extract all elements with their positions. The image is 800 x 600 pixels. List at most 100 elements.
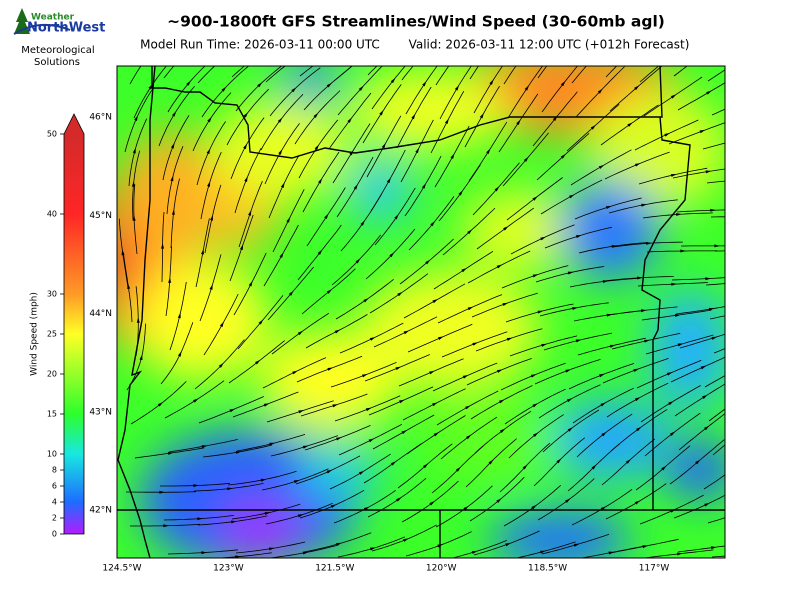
streamline-arrow <box>324 213 329 220</box>
colorbar-tick-label: 8 <box>52 466 57 475</box>
streamline-arrow <box>735 139 741 142</box>
streamline-arrow <box>541 343 548 347</box>
streamline-arrow <box>523 156 529 162</box>
streamline <box>703 474 725 490</box>
streamline-arrow <box>127 283 131 290</box>
streamline-arrow <box>567 427 574 432</box>
streamline-arrow <box>532 403 539 408</box>
streamline-arrow <box>744 338 750 342</box>
streamline-arrow <box>496 264 503 269</box>
streamline-arrow <box>327 367 334 371</box>
streamline-arrow <box>710 208 716 212</box>
streamline-arrow <box>422 80 427 87</box>
streamline <box>435 66 450 86</box>
streamline-arrow <box>633 368 640 372</box>
streamline-arrow <box>664 132 671 137</box>
streamline <box>605 66 618 78</box>
state-border <box>117 509 725 558</box>
streamline-arrow <box>637 276 643 280</box>
streamline-arrow <box>641 203 647 207</box>
streamline <box>231 66 246 78</box>
streamline-arrow <box>326 469 333 474</box>
streamline-arrow <box>704 502 710 507</box>
streamline-arrow <box>646 241 652 245</box>
streamline <box>702 142 725 150</box>
streamline-arrow <box>209 284 213 290</box>
streamline-arrow <box>326 289 333 294</box>
streamline-arrow <box>288 290 294 296</box>
streamline-arrow <box>248 209 252 216</box>
streamline <box>197 66 216 84</box>
streamline <box>571 66 587 84</box>
streamline-arrow <box>381 142 386 149</box>
streamline-arrow <box>421 183 427 189</box>
streamline-arrow <box>403 330 410 335</box>
streamline-arrow <box>132 215 136 221</box>
streamline-arrow <box>361 373 368 378</box>
colorbar-tick-label: 40 <box>47 210 57 219</box>
streamline-arrow <box>286 216 291 223</box>
streamline-arrow <box>317 249 323 255</box>
streamline-arrow <box>293 480 300 484</box>
streamline-arrow <box>634 397 641 402</box>
streamline-arrow <box>219 321 224 328</box>
streamline-arrow <box>710 546 717 550</box>
streamline-arrow <box>744 215 750 218</box>
streamline-arrow <box>292 370 298 375</box>
streamline-arrow <box>334 329 341 334</box>
streamline-arrow <box>258 319 264 325</box>
streamline-arrow <box>430 220 436 227</box>
streamline-arrow <box>291 58 296 62</box>
streamline-arrow <box>423 463 429 469</box>
streamline-arrow <box>640 309 647 313</box>
streamline-arrow <box>627 122 633 127</box>
streamline-arrow <box>676 552 683 556</box>
lat-label: 42°N <box>89 506 112 516</box>
streamline-arrow <box>390 77 396 84</box>
streamline-arrow <box>531 504 537 510</box>
streamline-arrow <box>644 339 650 343</box>
colorbar-tick-label: 0 <box>52 530 57 539</box>
streamline-arrow <box>567 271 574 275</box>
streamline-arrow <box>360 220 365 226</box>
streamline-arrow <box>235 555 241 558</box>
colorbar-extend <box>64 114 84 134</box>
streamline-arrow <box>218 362 224 368</box>
streamline-arrow <box>444 118 449 125</box>
map <box>117 51 750 558</box>
streamline-arrow <box>193 484 199 488</box>
streamline-arrow <box>569 194 575 199</box>
streamline-arrow <box>369 547 376 551</box>
streamline-arrow <box>503 226 509 231</box>
streamline-arrow <box>131 181 135 187</box>
streamline-arrow <box>257 82 263 88</box>
streamline-arrow <box>465 405 471 410</box>
streamline-arrow <box>161 243 164 249</box>
coastline <box>117 66 156 558</box>
streamline-arrow <box>450 153 455 159</box>
streamline-arrow <box>735 59 740 63</box>
streamline-arrow <box>429 500 435 506</box>
streamline-arrow <box>739 281 745 284</box>
streamline-arrow <box>147 51 152 56</box>
streamline-arrow <box>530 374 537 378</box>
streamline-arrow <box>740 178 746 181</box>
streamline-arrow <box>565 369 572 373</box>
lon-label: 120°W <box>426 564 457 574</box>
colorbar-label: Wind Speed (mph) <box>30 292 40 376</box>
streamline-arrow <box>433 432 440 437</box>
streamline-arrow <box>358 85 364 91</box>
streamline-arrow <box>524 85 530 91</box>
logo: Weather NorthWest Meteorological Solutio… <box>13 8 105 68</box>
streamline-arrow <box>347 117 352 123</box>
streamline-arrow <box>210 214 213 221</box>
streamline <box>639 66 660 83</box>
streamline-arrow <box>379 109 384 116</box>
streamline-arrow <box>336 542 342 546</box>
streamline-arrow <box>600 402 607 407</box>
streamline <box>299 66 314 77</box>
streamline-arrow <box>132 147 136 154</box>
streamline-arrow <box>669 431 676 437</box>
streamline-arrow <box>369 336 376 341</box>
streamline-arrow <box>664 57 669 62</box>
